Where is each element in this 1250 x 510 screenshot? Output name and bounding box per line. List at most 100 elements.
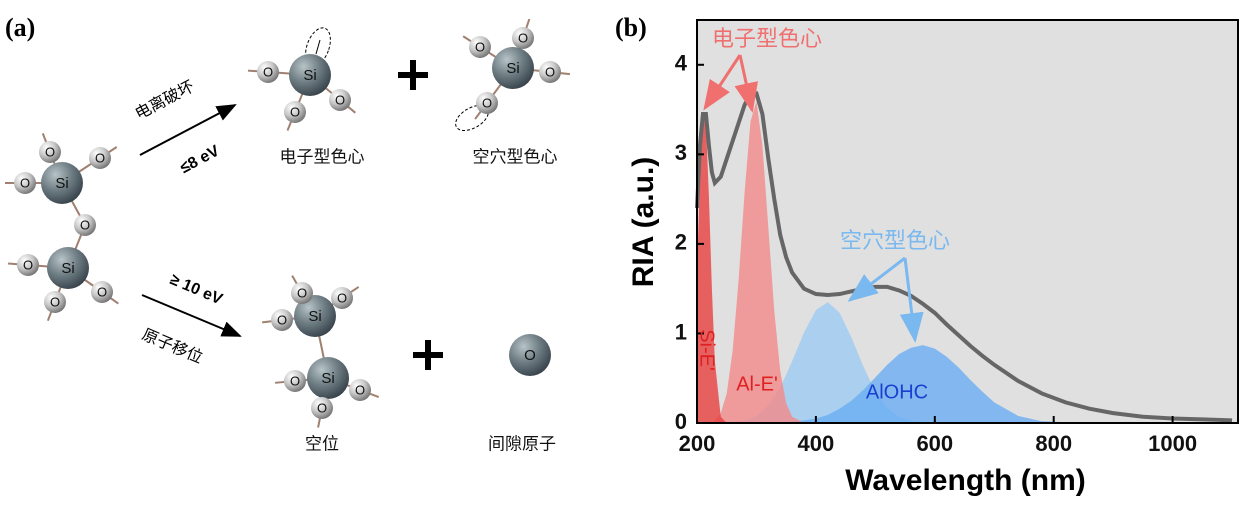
atom-label: O <box>95 150 105 165</box>
panel-label: (b) <box>615 13 647 42</box>
area <box>697 345 1233 423</box>
atom-label: Si <box>321 370 334 387</box>
atom-label: O <box>297 285 307 300</box>
atom-label: O <box>45 144 55 159</box>
o-atom <box>539 61 561 83</box>
o-atom <box>349 379 371 401</box>
o-atom <box>476 92 498 114</box>
atom-label: Si <box>55 175 68 192</box>
atom-label: Si <box>308 308 321 325</box>
si-atom <box>41 162 83 204</box>
o-atom <box>291 282 313 304</box>
plot-background <box>697 20 1238 423</box>
o-atom <box>284 370 306 392</box>
x-tick-label: 200 <box>679 431 716 456</box>
si-atom <box>307 357 349 399</box>
y-tick-label: 1 <box>675 319 687 344</box>
y-axis-label: RIA (a.u.) <box>627 157 660 288</box>
atom-label: O <box>545 64 555 79</box>
x-tick-label: 800 <box>1035 431 1072 456</box>
o-atom <box>39 141 61 163</box>
atom-label: O <box>355 382 365 397</box>
annotation-arrow <box>734 54 758 113</box>
caption: 电子型色心 <box>280 147 365 166</box>
o-atom <box>14 172 36 194</box>
series-label: AlOHC <box>866 381 928 403</box>
o-atom <box>74 214 96 236</box>
o-atom <box>512 27 534 49</box>
annotation-arrow <box>847 256 906 302</box>
caption: 间隙原子 <box>488 434 556 453</box>
panel-a: (a) 电离破坏 ≤8 eV ≥ 10 eV 原子移位 电子型色心 空穴型色心 … <box>5 13 570 453</box>
atom-label: O <box>482 95 492 110</box>
series-label: Al-E' <box>736 373 778 395</box>
caption: 空穴型色心 <box>473 147 558 166</box>
o-atom <box>331 287 353 309</box>
atom-label: O <box>290 373 300 388</box>
o-atom <box>44 291 66 313</box>
electron-orbital <box>305 27 331 67</box>
plot-frame <box>696 19 1239 424</box>
atom-label: O <box>263 64 273 79</box>
area <box>697 302 1233 423</box>
atom-label: Si <box>506 60 519 77</box>
y-tick-label: 0 <box>675 409 687 434</box>
si-atom <box>492 47 534 89</box>
atom-label: O <box>277 312 287 327</box>
si-atom <box>294 295 336 337</box>
area <box>697 101 1233 424</box>
si-atom <box>47 247 89 289</box>
atom-label: O <box>335 92 345 107</box>
si-atom <box>289 54 331 96</box>
plus-sign <box>398 60 428 90</box>
annotation-arrow <box>703 54 742 111</box>
o-atom <box>284 101 306 123</box>
energy-label: ≥ 10 eV <box>167 271 225 308</box>
atom-label: O <box>337 290 347 305</box>
y-tick-label: 2 <box>675 230 687 255</box>
panel-b: 200 400 600 800 1000 0 1 2 3 4 Wavelength (nm) RIA … <box>615 13 1239 497</box>
atom-label: O <box>20 175 30 190</box>
atom-label: O <box>80 217 90 232</box>
process-label: 原子移位 <box>139 325 205 367</box>
o-atom <box>257 61 279 83</box>
atom-label: O <box>97 284 107 299</box>
o-atom <box>271 309 293 331</box>
o-atom <box>311 397 333 419</box>
atom-label: Si <box>303 67 316 84</box>
atom-label: O <box>475 39 485 54</box>
o-atom <box>17 254 39 276</box>
line <box>695 91 1233 423</box>
annotation: 电子型色心 <box>712 26 822 51</box>
electron <box>315 39 321 55</box>
atom-label: O <box>524 347 536 364</box>
x-axis-label: Wavelength (nm) <box>845 464 1086 497</box>
o-atom <box>329 89 351 111</box>
atom-label: O <box>317 400 327 415</box>
caption: 空位 <box>305 434 339 453</box>
process-label: 电离破坏 <box>132 77 197 123</box>
si-atom <box>509 334 551 376</box>
o-atom <box>89 147 111 169</box>
x-tick-label: 1000 <box>1148 431 1197 456</box>
annotation: 空穴型色心 <box>840 228 950 253</box>
energy-label: ≤8 eV <box>177 142 222 177</box>
y-tick-label: 4 <box>675 51 688 76</box>
annotation-arrow <box>899 257 924 343</box>
atom-label: O <box>23 257 33 272</box>
arrow <box>141 294 242 337</box>
series-label: Si-E' <box>696 329 718 371</box>
atom-label: O <box>518 30 528 45</box>
atom-label: O <box>50 294 60 309</box>
o-atom <box>91 281 113 303</box>
arrow <box>139 104 237 156</box>
x-tick-label: 600 <box>916 431 953 456</box>
panel-label: (a) <box>5 13 35 42</box>
atom-label: Si <box>61 260 74 277</box>
plus-sign <box>413 340 443 370</box>
atom-label: O <box>290 104 300 119</box>
x-tick-label: 400 <box>798 431 835 456</box>
y-tick-label: 3 <box>675 140 687 165</box>
o-atom <box>469 36 491 58</box>
